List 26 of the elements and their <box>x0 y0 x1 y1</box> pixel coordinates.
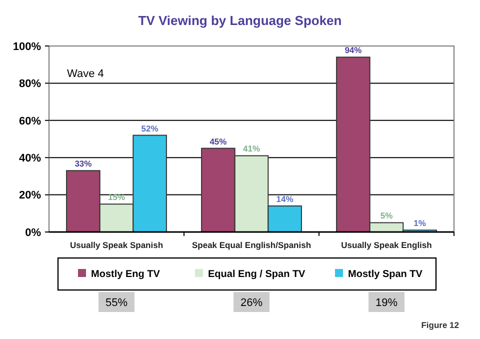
text: 19% <box>375 297 398 309</box>
annotation: Wave 4 <box>67 68 104 80</box>
y-tick-label: 60% <box>18 115 42 128</box>
legend-label: Mostly Span TV <box>348 269 423 280</box>
x-tick-label: Usually Speak English <box>341 240 432 250</box>
text: 55% <box>105 297 128 309</box>
caption: Figure 12 <box>421 320 460 330</box>
chart-title: TV Viewing by Language Spoken <box>138 13 342 28</box>
legend-label: Mostly Eng TV <box>91 269 160 280</box>
x-tick-label: Speak Equal English/Spanish <box>192 240 312 250</box>
y-tick-label: 40% <box>18 152 42 164</box>
data-label: 1% <box>414 218 426 228</box>
data-label: 52% <box>141 123 159 134</box>
y-tick-label: 80% <box>18 78 42 90</box>
data-label: 33% <box>74 158 92 169</box>
y-tick-label: 100% <box>12 40 42 53</box>
legend-label: Equal Eng / Span TV <box>208 269 306 280</box>
y-tick-label: 20% <box>18 190 42 202</box>
data-label: 94% <box>344 45 362 56</box>
x-tick-label: Usually Speak Spanish <box>70 240 164 250</box>
data-label: 41% <box>242 144 260 154</box>
data-label: 14% <box>276 194 294 204</box>
y-tick-label: 0% <box>25 226 42 239</box>
text: 26% <box>240 297 263 309</box>
data-label: 5% <box>380 210 394 221</box>
data-label: 45% <box>210 136 228 146</box>
